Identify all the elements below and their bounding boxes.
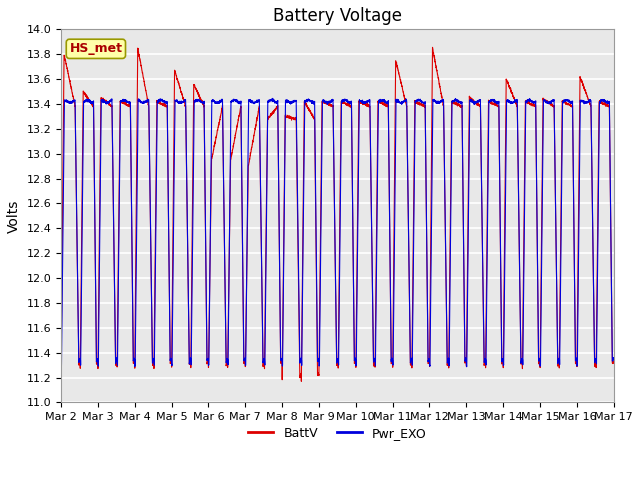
BattV (580, 86, 588, 92)
Pwr_EXO (403, 116, 411, 122)
Line: Pwr_EXO: Pwr_EXO (61, 98, 614, 367)
Pwr_EXO (610, 357, 618, 362)
BattV (610, 360, 618, 366)
Pwr_EXO (559, 99, 566, 105)
Pwr_EXO (57, 362, 65, 368)
Line: BattV: BattV (61, 48, 614, 381)
Legend: BattV, Pwr_EXO: BattV, Pwr_EXO (243, 422, 431, 445)
Text: HS_met: HS_met (69, 42, 122, 55)
BattV (298, 378, 305, 384)
Pwr_EXO (269, 96, 276, 101)
Pwr_EXO (556, 307, 564, 313)
Pwr_EXO (580, 100, 588, 106)
BattV (57, 364, 65, 370)
BattV (429, 45, 436, 50)
Pwr_EXO (124, 99, 131, 105)
Pwr_EXO (463, 364, 470, 370)
Y-axis label: Volts: Volts (7, 199, 21, 232)
BattV (269, 109, 276, 115)
BattV (559, 99, 566, 105)
BattV (556, 276, 564, 282)
BattV (124, 102, 131, 108)
Title: Battery Voltage: Battery Voltage (273, 7, 402, 25)
BattV (403, 121, 411, 127)
Pwr_EXO (269, 96, 276, 102)
